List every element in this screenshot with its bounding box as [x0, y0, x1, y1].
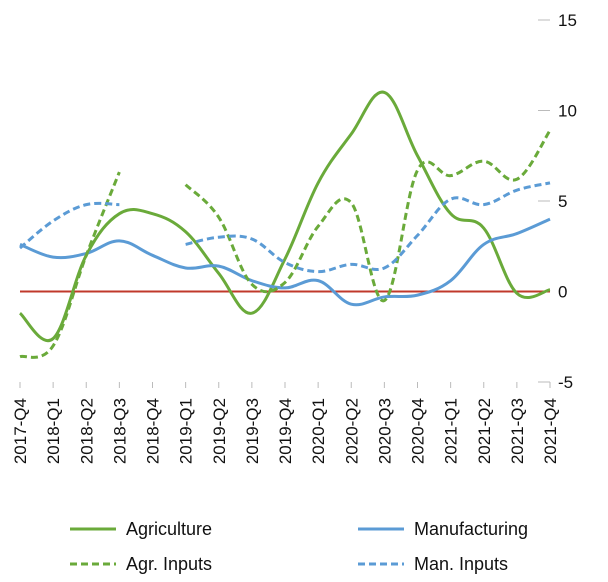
y-tick-label: 5: [558, 192, 567, 211]
series-manufacturing: [19, 217, 551, 307]
x-tick-label: 2020-Q4: [409, 398, 428, 464]
y-tick-label: -5: [558, 373, 573, 392]
series-man-inputs: [19, 181, 551, 274]
series-line-agr-inputs: [184, 129, 552, 303]
y-tick-label: 10: [558, 102, 577, 121]
series-line-agriculture: [18, 90, 551, 343]
legend-label: Manufacturing: [414, 519, 528, 539]
legend-label: Man. Inputs: [414, 554, 508, 574]
x-tick-label: 2020-Q2: [342, 398, 361, 464]
x-tick-label: 2018-Q2: [77, 398, 96, 464]
x-tick-label: 2020-Q1: [309, 398, 328, 464]
legend: Agriculture Manufacturing Agr. Inputs Man. …: [70, 519, 528, 574]
y-tick-label: 0: [558, 283, 567, 302]
series-line-agr-inputs: [19, 171, 121, 359]
x-tick-label: 2021-Q3: [508, 398, 527, 464]
x-tick-label: 2019-Q3: [243, 398, 262, 464]
series-agriculture: [18, 90, 551, 343]
x-tick-label: 2018-Q4: [144, 398, 163, 464]
x-tick-label: 2021-Q4: [541, 398, 560, 464]
y-tick-labels: -5 0 5 10 15: [558, 11, 577, 392]
axes: [19, 19, 551, 388]
plot-area: [18, 90, 552, 359]
x-tick-label: 2020-Q3: [375, 398, 394, 464]
x-tick-label: 2017-Q4: [11, 398, 30, 464]
x-tick-label: 2019-Q4: [276, 398, 295, 464]
legend-label: Agriculture: [126, 519, 212, 539]
x-tick-label: 2018-Q1: [44, 398, 63, 464]
x-tick-label: 2021-Q2: [475, 398, 494, 464]
x-tick-label: 2021-Q1: [442, 398, 461, 464]
series-line-manufacturing: [19, 217, 551, 307]
x-tick-label: 2018-Q3: [110, 398, 129, 464]
y-tick-label: 15: [558, 11, 577, 30]
series-line-man-inputs: [185, 181, 551, 274]
x-tick-label: 2019-Q1: [177, 398, 196, 464]
x-tick-label: 2019-Q2: [210, 398, 229, 464]
series-agr-inputs: [19, 129, 552, 359]
x-tick-labels: 2017-Q4 2018-Q1 2018-Q2 2018-Q3 2018-Q4 2019-…: [11, 398, 560, 464]
legend-label: Agr. Inputs: [126, 554, 212, 574]
